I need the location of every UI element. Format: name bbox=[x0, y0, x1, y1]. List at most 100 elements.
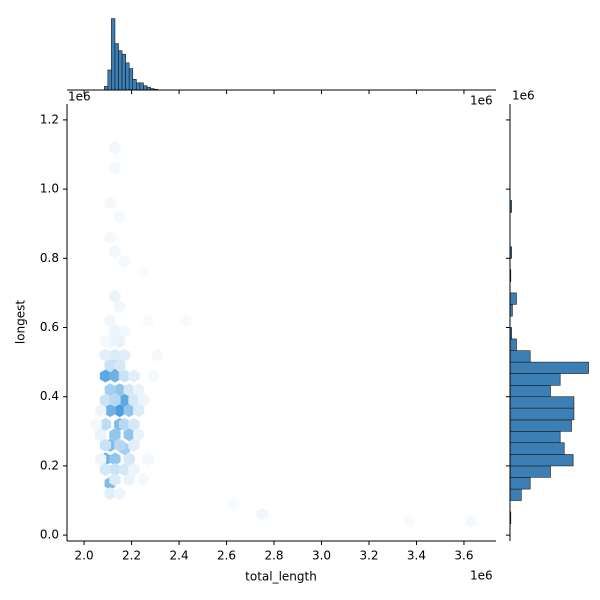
hexbin-cell bbox=[128, 393, 140, 407]
hexbin-cell bbox=[109, 369, 121, 383]
x-hist-bar bbox=[132, 78, 137, 91]
hexbin-cell bbox=[109, 141, 121, 155]
y-tick-label: 0.4 bbox=[40, 389, 59, 403]
hexbin-cell bbox=[114, 359, 126, 373]
x-tick-label: 3.6 bbox=[454, 549, 473, 563]
hexbin-cell bbox=[104, 404, 116, 418]
x-hist-bar bbox=[103, 86, 109, 91]
hexbin-cell bbox=[104, 196, 116, 210]
hexbin-cell bbox=[95, 428, 107, 442]
right-offset-text: 1e6 bbox=[512, 89, 535, 103]
hexbin-cell bbox=[118, 369, 131, 383]
hexbin-cell bbox=[99, 438, 112, 452]
hexbin-cell bbox=[99, 417, 112, 431]
hexbin-cell bbox=[109, 393, 121, 407]
hexbin-cell bbox=[118, 324, 131, 338]
x-hist-bar bbox=[136, 82, 141, 91]
hexbin-cell bbox=[114, 334, 126, 348]
hexbin-cell bbox=[123, 428, 135, 442]
hexbin-cell bbox=[109, 452, 121, 466]
hexbin-cell bbox=[118, 255, 131, 269]
x-tick-label: 3.2 bbox=[359, 549, 378, 563]
x-hist-bar bbox=[121, 53, 126, 91]
hexbin-cell bbox=[114, 383, 126, 397]
y-tick-label: 1.2 bbox=[40, 112, 59, 126]
hexbin-cell bbox=[152, 348, 164, 362]
x-tick-label: 2.6 bbox=[217, 549, 236, 563]
y-offset-text: 1e6 bbox=[68, 90, 91, 104]
hexbin-cell bbox=[256, 507, 268, 521]
hexbin-cell bbox=[104, 487, 116, 501]
y-tick-label: 1.0 bbox=[40, 182, 59, 196]
hexbin-cell bbox=[109, 324, 121, 338]
y-tick-label: 0.2 bbox=[40, 458, 59, 472]
hexbin-cell bbox=[137, 265, 150, 279]
hexbin-cell bbox=[90, 417, 102, 431]
hexbin-cell bbox=[123, 473, 135, 487]
hexbin-cell bbox=[133, 404, 145, 418]
hexbin-cell bbox=[104, 359, 116, 373]
x-tick-label: 2.0 bbox=[75, 549, 94, 563]
hexbin-cell bbox=[109, 348, 121, 362]
y-hist-bar bbox=[509, 465, 551, 478]
x-hist-bar bbox=[139, 82, 144, 91]
hexbin-cell bbox=[99, 462, 112, 476]
x-hist-bar bbox=[114, 43, 119, 91]
hexbin-cell bbox=[133, 428, 145, 442]
y-hist-bar bbox=[509, 419, 572, 432]
hexbin-cell bbox=[109, 244, 121, 258]
hexbin-cell bbox=[99, 348, 112, 362]
x-hist-bar bbox=[143, 85, 148, 91]
y-hist-bar bbox=[509, 442, 565, 455]
y-hist-bar bbox=[509, 477, 531, 490]
x-tick-label: 3.4 bbox=[407, 549, 426, 563]
hexbin-cell bbox=[128, 417, 140, 431]
hexbin-cell bbox=[142, 452, 154, 466]
x-tick-label: 2.2 bbox=[122, 549, 141, 563]
hexbin-cell bbox=[109, 289, 121, 303]
hexbin-cell bbox=[114, 438, 126, 452]
hexbin-cell bbox=[142, 314, 154, 328]
y-hist-bar bbox=[509, 350, 531, 363]
hexbin-cell bbox=[118, 348, 131, 362]
y-hist-bar bbox=[509, 338, 517, 351]
hexbin-cell bbox=[118, 417, 131, 431]
hexbin-cell bbox=[147, 369, 159, 383]
hexbin-cell bbox=[123, 404, 135, 418]
hexbin-cell bbox=[180, 314, 192, 328]
y-hist-bar bbox=[509, 396, 575, 409]
hexbin-cell bbox=[403, 514, 415, 528]
hexbin-cell bbox=[114, 300, 126, 314]
hexbin-cell bbox=[99, 369, 112, 383]
y-hist-bar bbox=[509, 454, 574, 467]
hexbin-cell bbox=[118, 462, 131, 476]
hexbin-cell bbox=[104, 231, 116, 245]
x-hist-bar bbox=[128, 68, 134, 91]
x-offset-text: 1e6 bbox=[470, 569, 493, 583]
top-offset-text: 1e6 bbox=[470, 94, 493, 108]
x-tick-label: 3.0 bbox=[312, 549, 331, 563]
y-hist-bar bbox=[509, 373, 561, 386]
x-hist-bar bbox=[118, 50, 123, 91]
y-hist-bar bbox=[509, 292, 517, 305]
x-hist-bar bbox=[111, 18, 116, 91]
x-hist-bar bbox=[125, 62, 130, 91]
x-tick-label: 2.4 bbox=[170, 549, 189, 563]
hexbin-cell bbox=[128, 369, 140, 383]
hexbin-cell bbox=[114, 210, 126, 224]
hexbin-cell bbox=[95, 452, 107, 466]
y-hist-bar bbox=[509, 488, 522, 501]
hexbin-cell bbox=[109, 473, 121, 487]
y-hist-bar bbox=[509, 384, 551, 398]
hexbin-cell bbox=[104, 314, 116, 328]
y-tick-label: 0.0 bbox=[40, 528, 59, 542]
x-hist-bar bbox=[107, 69, 112, 91]
hexbin-cell bbox=[123, 383, 135, 397]
hexbin-cell bbox=[104, 383, 116, 397]
hexbin-cell bbox=[133, 383, 145, 397]
x-axis-label: total_length bbox=[245, 570, 317, 584]
y-tick-label: 0.6 bbox=[40, 320, 59, 334]
hexbin-cell bbox=[228, 497, 240, 511]
hexbin-cell bbox=[465, 514, 477, 528]
